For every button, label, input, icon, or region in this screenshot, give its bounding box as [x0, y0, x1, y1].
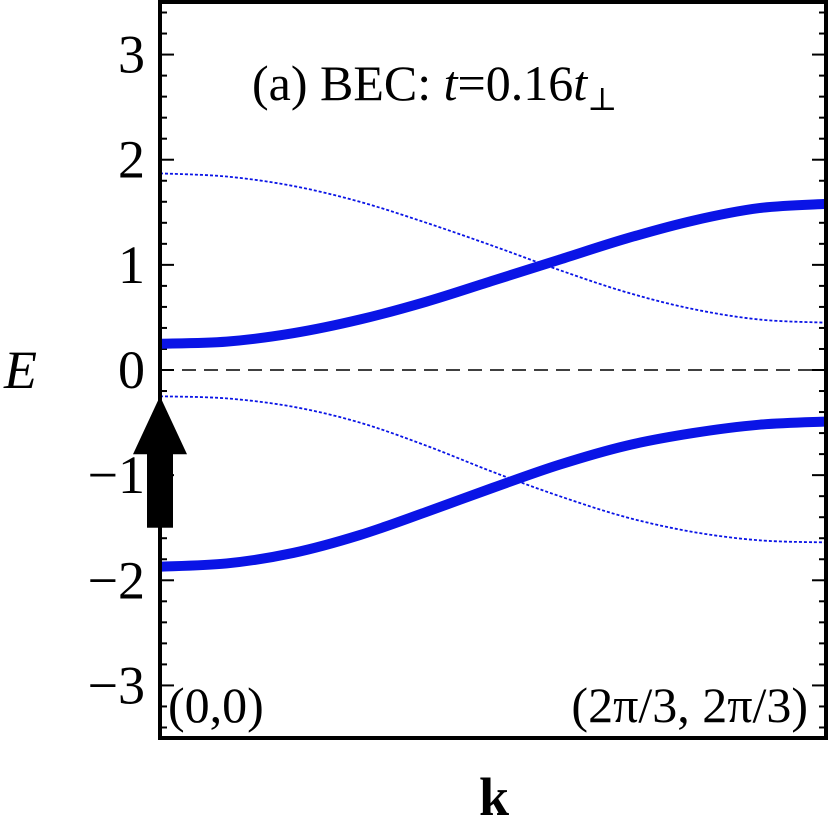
x-start-label: (0,0) [168, 677, 264, 733]
y-tick-label: −2 [88, 550, 145, 610]
x-end-label: (2π/3, 2π/3) [571, 677, 808, 733]
y-axis-label: E [3, 340, 37, 400]
curves [159, 172, 827, 572]
plot-frame [158, 0, 828, 740]
y-tick-label: −1 [88, 445, 145, 505]
y-tick-label: 0 [118, 340, 145, 400]
y-tick-label: 1 [118, 235, 145, 295]
band-curve-2 [159, 172, 827, 324]
y-tick-labels: −3 −2 −1 0 1 2 3 [88, 25, 145, 716]
y-tick-label: −3 [88, 655, 145, 715]
y-tick-label: 3 [118, 25, 145, 85]
x-axis-label: k [479, 767, 509, 827]
y-tick-label: 2 [118, 130, 145, 190]
chart-title: (a) BEC: t=0.16t⊥ [252, 55, 617, 117]
band-curve-1 [159, 198, 827, 349]
band-curve-3 [159, 395, 827, 544]
band-curve-4 [159, 416, 827, 572]
